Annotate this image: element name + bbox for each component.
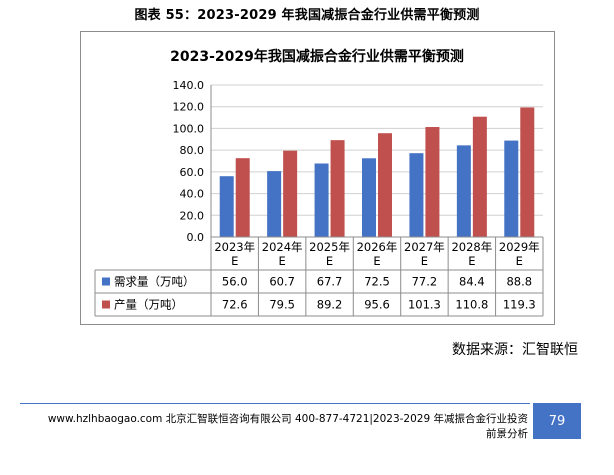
chart-frame: 2023-2029年我国减振合金行业供需平衡预测 0.0 20.0 40.0 60.0 8… — [80, 31, 555, 325]
figure-caption: 图表 55：2023-2029 年我国减振合金行业供需平衡预测 — [134, 8, 480, 23]
series-name: 产量（万吨） — [114, 298, 183, 312]
bar — [425, 127, 440, 237]
data-label: 72.5 — [364, 275, 390, 289]
bar — [235, 158, 250, 237]
y-tick-label: 40.0 — [180, 188, 205, 201]
footer-divider — [20, 403, 530, 404]
data-label: 77.2 — [412, 275, 438, 289]
chart-title: 2023-2029年我国减振合金行业供需平衡预测 — [170, 48, 464, 65]
bar — [456, 145, 471, 237]
category-label: 2023年 — [214, 240, 255, 254]
y-tick-label: 60.0 — [180, 166, 205, 179]
category-suffix: E — [326, 254, 333, 268]
data-label: 110.8 — [455, 298, 488, 312]
category-label: 2029年 — [499, 240, 540, 254]
category-label: 2025年 — [309, 240, 350, 254]
footer-line-2: 前景分析 — [486, 428, 528, 440]
data-label: 88.8 — [506, 275, 532, 289]
bar — [378, 133, 392, 237]
bar — [267, 171, 282, 237]
y-tick-label: 80.0 — [180, 144, 205, 157]
y-tick-label: 0.0 — [187, 231, 205, 244]
data-label: 67.7 — [317, 275, 343, 289]
page-number: 79 — [533, 403, 581, 439]
category-suffix: E — [421, 254, 428, 268]
data-label: 101.3 — [408, 298, 441, 312]
category-suffix: E — [468, 254, 475, 268]
category-label: 2024年 — [262, 240, 303, 254]
bar — [283, 150, 298, 237]
bar — [362, 158, 376, 237]
category-suffix: E — [373, 254, 380, 268]
bar — [219, 176, 234, 237]
series-name: 需求量（万吨） — [114, 275, 195, 289]
bar-chart: 2023-2029年我国减振合金行业供需平衡预测 0.0 20.0 40.0 60.0 8… — [94, 48, 544, 317]
data-source: 数据来源：汇智联恒 — [452, 342, 578, 358]
bar — [520, 107, 535, 237]
category-suffix: E — [231, 254, 238, 268]
legend-key — [102, 300, 110, 309]
y-tick-label: 100.0 — [173, 122, 205, 135]
data-label: 56.0 — [222, 275, 248, 289]
bar — [504, 140, 519, 237]
footer-text: www.hzlhbaogao.com 北京汇智联恒咨询有限公司 400-877-… — [22, 412, 528, 442]
data-label: 119.3 — [503, 298, 536, 312]
category-suffix: E — [516, 254, 523, 268]
y-tick-label: 120.0 — [173, 101, 205, 114]
category-label: 2028年 — [451, 240, 492, 254]
bar — [330, 140, 345, 237]
bar — [314, 163, 329, 237]
data-label: 79.5 — [269, 298, 295, 312]
data-label: 89.2 — [317, 298, 343, 312]
category-label: 2026年 — [357, 240, 398, 254]
bar — [472, 116, 487, 237]
legend-key — [102, 277, 110, 286]
y-tick-label: 140.0 — [173, 79, 205, 92]
category-label: 2027年 — [404, 240, 445, 254]
data-label: 84.4 — [459, 275, 485, 289]
category-suffix: E — [279, 254, 286, 268]
footer-line-1: www.hzlhbaogao.com 北京汇智联恒咨询有限公司 400-877-… — [47, 413, 528, 425]
y-tick-label: 20.0 — [180, 209, 205, 222]
bar — [409, 153, 424, 237]
data-label: 60.7 — [269, 275, 295, 289]
data-label: 95.6 — [364, 298, 390, 312]
data-label: 72.6 — [222, 298, 248, 312]
